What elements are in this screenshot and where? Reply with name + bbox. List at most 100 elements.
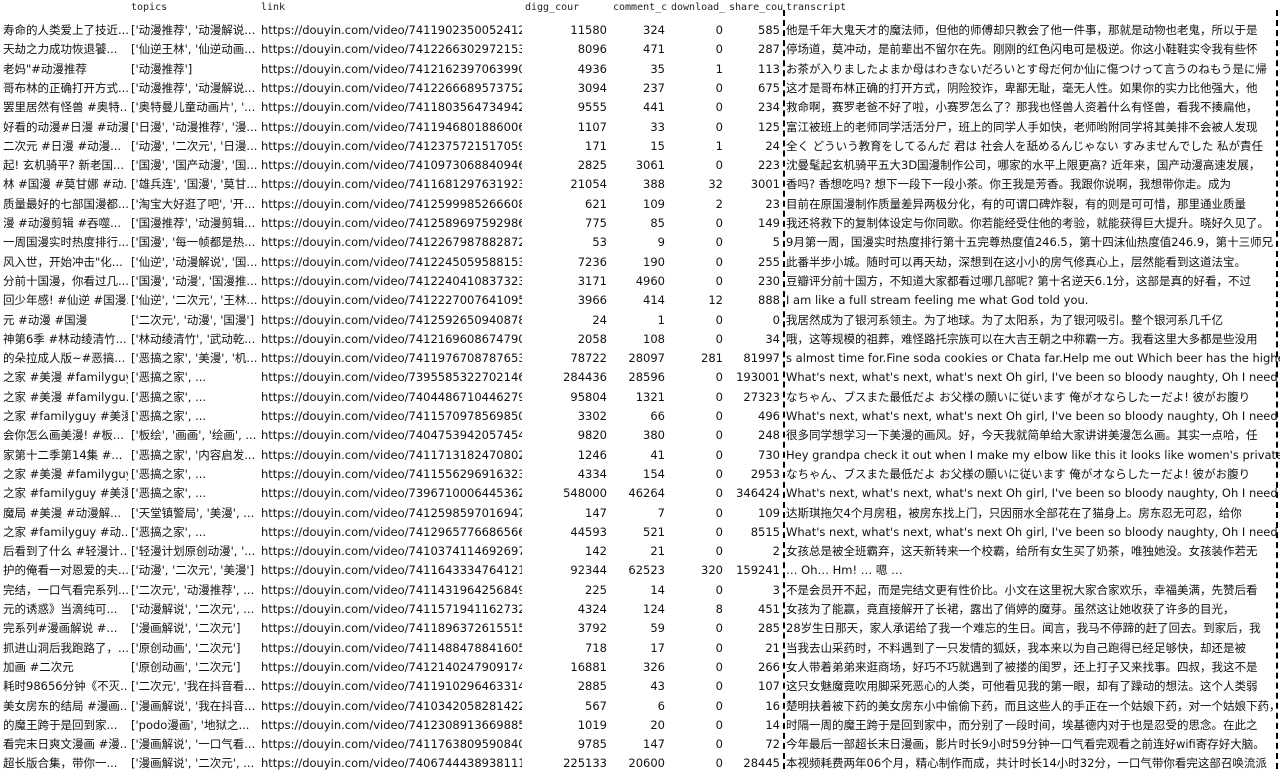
comment-count-cell: 6	[657, 698, 665, 713]
topics-cell: ['漫画解说', '二次元']	[131, 621, 241, 636]
comment-count-cell: 9	[657, 235, 665, 250]
download-count-cell: 32	[708, 177, 723, 192]
download-count-cell: 0	[715, 756, 723, 771]
comment-count-cell: 1321	[635, 389, 665, 404]
share-count-cell: 159241	[736, 563, 780, 578]
share-count-cell: 109	[758, 505, 780, 520]
title-cell: 加画 #二次元	[3, 659, 74, 674]
download-count-cell: 0	[715, 737, 723, 752]
comment-count-cell: 124	[643, 602, 665, 616]
digg-count-cell: 567	[585, 698, 607, 713]
link-cell: https://douyin.com/video/741226668957375…	[261, 80, 522, 95]
column-header: download_	[671, 2, 726, 13]
download-count-cell: 0	[715, 100, 723, 115]
transcript-cell: 哦，这等规模的祖葬，难怪路托宗族可以在大吉王朝之中称霸一方。我看这里大多都是些没…	[786, 331, 1258, 346]
comment-count-cell: 35	[650, 61, 665, 76]
digg-count-cell: 1246	[577, 447, 607, 462]
column-header: link	[261, 2, 286, 13]
title-cell: 的魔王跨于是回到家...	[3, 717, 118, 732]
share-count-cell: 125	[758, 119, 780, 134]
share-count-cell: 2	[772, 544, 780, 559]
title-cell: 超长版合集，带你一...	[3, 756, 118, 771]
topics-cell: ['国漫', '每一帧都是热...	[131, 235, 256, 250]
link-cell: https://douyin.com/video/741259998526660…	[261, 196, 522, 211]
share-count-cell: 28445	[743, 756, 780, 771]
topics-cell: ['漫画解说', '一口气看...	[131, 737, 256, 752]
column-header: digg_cour	[525, 2, 580, 13]
title-cell: 之家 #美漫 #familygu...	[3, 389, 128, 404]
topics-cell: ['仙逆', '二次元', '王林...	[131, 293, 258, 308]
download-count-cell: 1	[715, 61, 723, 76]
link-cell: https://douyin.com/video/741157194116273…	[261, 602, 522, 616]
digg-count-cell: 53	[592, 235, 607, 250]
transcript-cell: 我居然成为了银河系领主。为了地球。为了太阳系，为了银河吸引。整个银河系几千亿	[786, 312, 1223, 327]
comment-count-cell: 21	[650, 544, 665, 559]
column-header: comment_c	[613, 2, 668, 13]
title-cell: 护的俺看一对恩爱的夫...	[3, 563, 128, 578]
transcript-cell: Hey grandpa check it out when I make my …	[786, 447, 1280, 462]
link-cell: https://douyin.com/video/741216960867479…	[261, 331, 522, 346]
comment-count-cell: 33	[650, 119, 665, 134]
share-count-cell: 149	[758, 216, 780, 230]
share-count-cell: 346424	[736, 486, 780, 501]
link-cell: https://douyin.com/video/741157097856985…	[261, 409, 522, 423]
transcript-cell: 很多同学想学习一下美漫的画风。好，今天我就简单给大家讲讲美漫怎么画。其实一点哈，…	[786, 428, 1258, 443]
topics-cell: ['二次元', '我在抖音看...	[131, 679, 256, 694]
transcript-cell: What's next, what's next, what's next Oh…	[786, 409, 1280, 423]
share-count-cell: 223	[758, 158, 780, 173]
topics-cell: ['雄兵连', '国漫', '莫甘...	[131, 177, 258, 192]
title-cell: 质量最好的七部国漫都...	[3, 196, 128, 211]
link-cell: https://douyin.com/video/740448671044627…	[261, 389, 522, 404]
link-cell: https://douyin.com/video/741164333476412…	[261, 563, 522, 578]
download-count-cell: 0	[715, 254, 723, 269]
share-count-cell: 8515	[750, 524, 780, 539]
topics-cell: ['轻漫计划原创动漫', '...	[131, 544, 256, 559]
transcript-cell: I am like a full stream feeling me what …	[786, 293, 1089, 308]
topics-cell: ['恶搞之家', ...	[131, 370, 207, 385]
title-cell: 天劫之力成功恢退饕...	[3, 42, 118, 57]
link-cell: https://douyin.com/video/741237572151705…	[261, 138, 522, 153]
share-count-cell: 16	[765, 698, 780, 713]
comment-count-cell: 59	[650, 621, 665, 636]
comment-count-cell: 326	[643, 659, 665, 674]
digg-count-cell: 4324	[577, 602, 607, 616]
transcript-cell: 女人带着弟弟来逛商场，好巧不巧就遇到了被搂的闺罗，还上打子又来找事。四叔，我这不…	[786, 659, 1258, 674]
download-count-cell: 0	[715, 621, 723, 636]
link-cell: https://douyin.com/video/741155629691632…	[261, 466, 522, 481]
digg-count-cell: 142	[585, 544, 607, 559]
link-cell: https://douyin.com/video/741230891366988…	[261, 717, 522, 732]
title-cell: 漫 #动漫剪辑 #吞噬...	[3, 216, 122, 230]
transcript-cell: 楚明扶着被下药的美女房东小中偷偷下药，而且这些人的手正在一个姑娘下药，对一个姑娘…	[786, 698, 1280, 713]
download-count-cell: 0	[715, 505, 723, 520]
topics-cell: ['动漫推荐', '动漫解说...	[131, 23, 256, 37]
topics-cell: ['仙逆', '动漫解说', '国...	[131, 254, 258, 269]
digg-count-cell: 2825	[577, 158, 607, 173]
comment-count-cell: 521	[643, 524, 665, 539]
share-count-cell: 107	[758, 679, 780, 694]
transcript-cell: … Oh… Hm! … 嗯 …	[786, 563, 903, 578]
link-cell: https://douyin.com/video/740674443893811…	[261, 756, 522, 771]
link-cell: https://douyin.com/video/741259859701694…	[261, 505, 522, 520]
digg-count-cell: 78722	[570, 351, 607, 366]
comment-count-cell: 41	[650, 447, 665, 462]
download-count-cell: 12	[708, 293, 723, 308]
download-count-cell: 0	[715, 273, 723, 288]
topics-cell: ['漫画解说', '二次元', ...	[131, 756, 255, 771]
link-cell: https://douyin.com/video/741259265094087…	[261, 312, 522, 327]
title-cell: 耗时98656分钟《不灭...	[3, 679, 128, 694]
digg-count-cell: 225133	[563, 756, 607, 771]
topics-cell: ['原创动画', '二次元']	[131, 659, 241, 674]
comment-count-cell: 28596	[628, 370, 665, 385]
digg-count-cell: 95804	[570, 389, 607, 404]
link-cell: https://douyin.com/video/741226630297215…	[261, 42, 522, 57]
digg-count-cell: 9820	[577, 428, 607, 443]
comment-count-cell: 14	[650, 582, 665, 597]
comment-count-cell: 46264	[628, 486, 665, 501]
topics-cell: ['仙逆王林', '仙逆动画...	[131, 42, 256, 57]
comment-count-cell: 380	[643, 428, 665, 443]
topics-cell: ['板绘', '画画', '绘画', ...	[131, 428, 257, 443]
digg-count-cell: 8096	[577, 42, 607, 57]
column-header: share_cou	[729, 2, 783, 13]
share-count-cell: 266	[758, 659, 780, 674]
comment-count-cell: 20600	[628, 756, 665, 771]
